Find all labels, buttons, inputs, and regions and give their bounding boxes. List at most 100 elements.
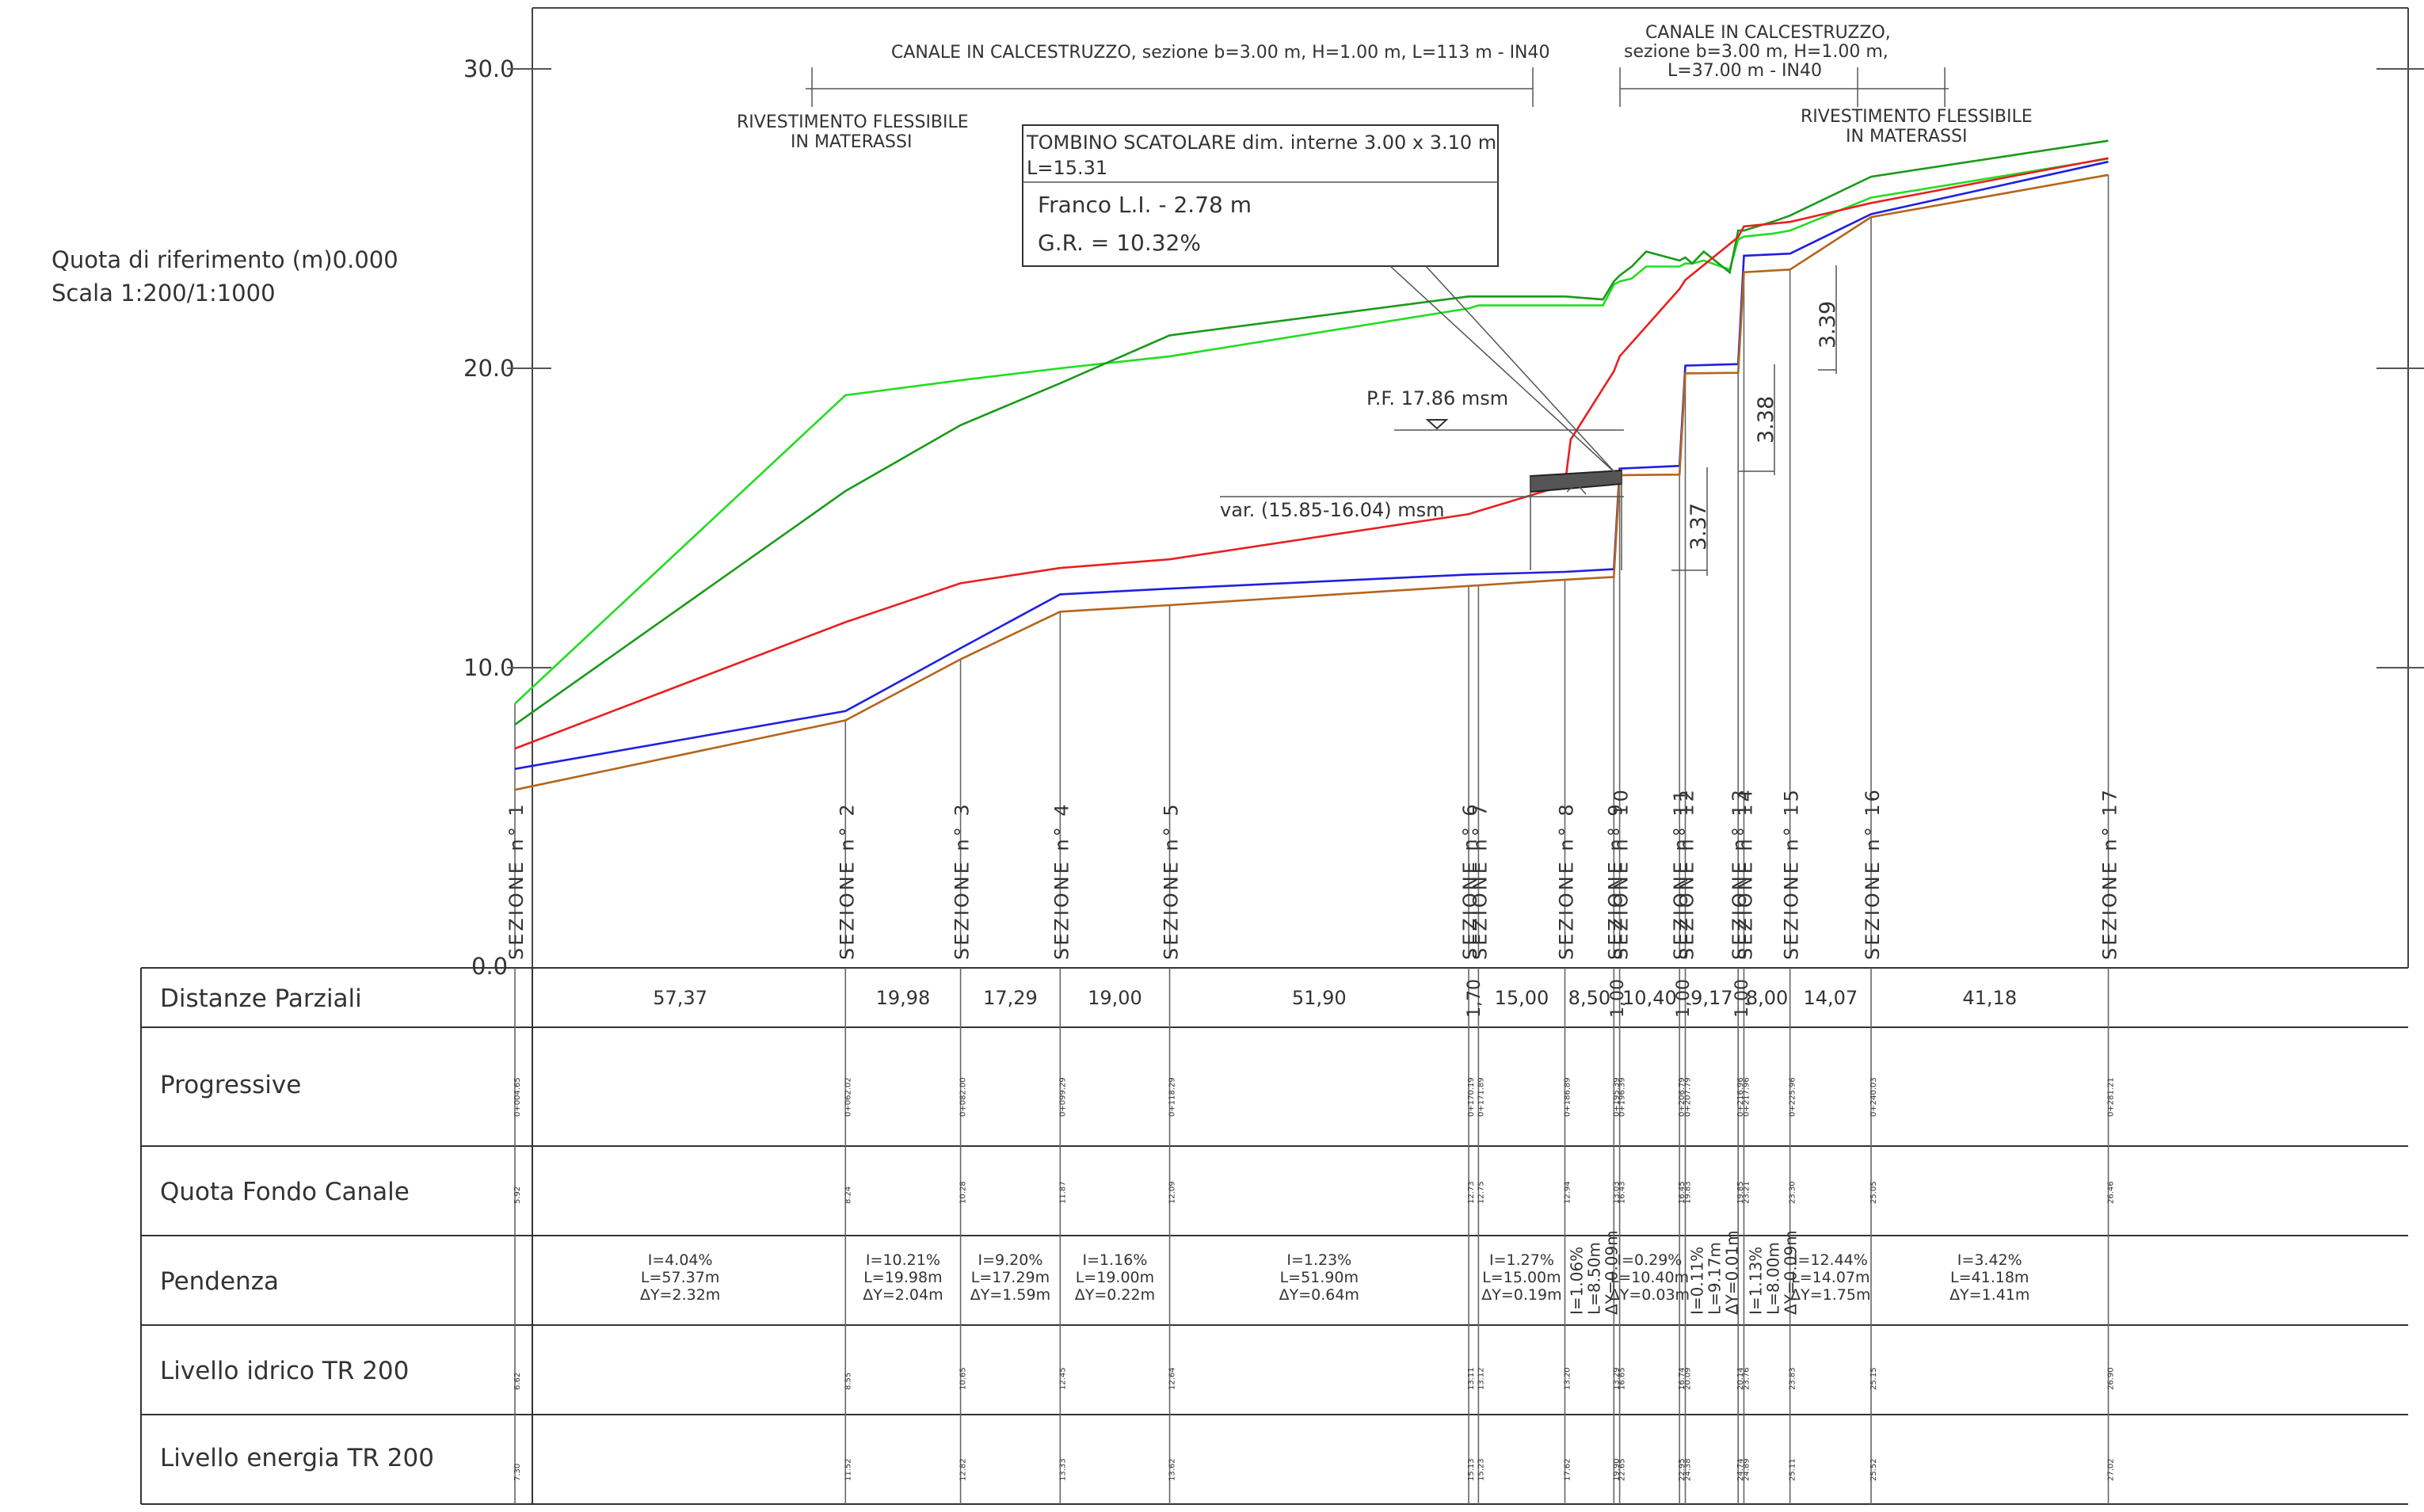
progressive-value: 0+207.79: [1683, 1077, 1692, 1117]
distance-value: 1,70: [1465, 979, 1485, 1018]
distance-value: 1,00: [1608, 979, 1628, 1018]
distance-value: 1,00: [1674, 979, 1694, 1018]
progressive-value: 0+082.00: [959, 1077, 968, 1117]
pendenza-value: L=41.18m: [1950, 1269, 2029, 1286]
series-bank_light-line: [514, 158, 2109, 705]
livello-idrico-value: 6.62: [513, 1373, 522, 1390]
distance-value: 9,17: [1690, 987, 1732, 1009]
pendenza-value: I=0.11%: [1687, 1247, 1706, 1315]
pendenza-value: L=17.29m: [971, 1269, 1050, 1286]
distance-value: 10,40: [1622, 987, 1677, 1009]
canal1-label: CANALE IN CALCESTRUZZO, sezione b=3.00 m…: [891, 43, 1550, 63]
row-label-progressive: Progressive: [160, 1071, 301, 1099]
quota-fondo-value: 23.30: [1789, 1181, 1797, 1204]
canal2-label: L=37.00 m - IN40: [1667, 61, 1822, 81]
pendenza-value: I=1.23%: [1286, 1251, 1351, 1269]
section-label: SEZIONE n° 11: [1670, 787, 1692, 960]
section-label: SEZIONE n° 16: [1862, 787, 1884, 960]
pendenza-value: I=1.27%: [1489, 1251, 1554, 1269]
livello-idrico-value: 13.11: [1467, 1367, 1476, 1390]
livello-energia-value: 13.33: [1058, 1458, 1067, 1481]
pendenza-value: L=8.50m: [1584, 1242, 1603, 1315]
pendenza-value: L=14.07m: [1791, 1269, 1869, 1286]
section-label: SEZIONE n° 7: [1469, 802, 1491, 960]
pendenza-value: ΔY=0.64m: [1279, 1286, 1359, 1304]
section-label: SEZIONE n° 2: [836, 802, 858, 960]
row-label-livello-energia: Livello energia TR 200: [160, 1444, 434, 1472]
tombino-callout: TOMBINO SCATOLARE dim. interne 3.00 x 3.…: [1022, 124, 1617, 474]
progressive-value: 0+240.03: [1869, 1077, 1878, 1117]
quota-fondo-value: 11.87: [1058, 1181, 1067, 1204]
scale-label: Scala 1:200/1:1000: [51, 280, 276, 307]
y-ticks: 30.0 20.0 10.0 0.0: [463, 55, 2424, 980]
section-lines: SEZIONE n° 1 SEZIONE n° 2 SEZIONE n° 3 SEZI…: [505, 174, 2121, 960]
livello-energia-value: 25.52: [1869, 1458, 1878, 1481]
quota-fondo-value: 8.24: [844, 1186, 852, 1204]
pendenza-value: ΔY=2.04m: [863, 1286, 943, 1304]
water-level-annotations: P.F. 17.86 msm var. (15.85-16.04) msm: [1220, 387, 1624, 521]
section-label: SEZIONE n° 15: [1781, 787, 1803, 960]
pendenza-value: I=1.16%: [1082, 1251, 1147, 1269]
livello-idrico-value: 20.14: [1736, 1367, 1745, 1390]
riv2-label: IN MATERASSI: [1846, 127, 1967, 147]
pendenza-value: ΔY=0.01m: [1722, 1230, 1741, 1315]
callout-title: TOMBINO SCATOLARE dim. interne 3.00 x 3.…: [1026, 131, 1496, 154]
section-label: SEZIONE n° 9: [1604, 802, 1626, 960]
pf-triangle: [1425, 419, 1449, 430]
quota-fondo-value: 16.45: [1678, 1181, 1687, 1204]
quota-fondo-value: 13.03: [1612, 1181, 1621, 1204]
progressive-value: 0+171.89: [1477, 1077, 1485, 1117]
livello-energia-value: 7.30: [513, 1464, 522, 1481]
canal2-label: sezione b=3.00 m, H=1.00 m,: [1624, 42, 1889, 62]
livello-idrico-value: 20.09: [1683, 1367, 1692, 1390]
progressive-value: 0+170.19: [1467, 1077, 1476, 1117]
y-tick-label: 20.0: [463, 355, 515, 382]
livello-idrico-value: 13.12: [1477, 1367, 1485, 1390]
quota-fondo-value: 19.85: [1736, 1181, 1745, 1204]
series-group: [514, 139, 2109, 791]
distance-value: 19,00: [1088, 987, 1142, 1009]
riv1-label: IN MATERASSI: [791, 132, 912, 152]
distance-value: 19,98: [876, 987, 931, 1009]
y-tick-label: 0.0: [471, 953, 508, 980]
top-annotations: CANALE IN CALCESTRUZZO, sezione b=3.00 m…: [737, 23, 2033, 152]
livello-energia-value: 25.11: [1789, 1458, 1797, 1481]
pendenza-value: I=4.04%: [648, 1251, 713, 1269]
culvert-slab: [1530, 469, 1622, 493]
callout-franco: Franco L.I. - 2.78 m: [1038, 192, 1252, 218]
livello-energia-value: 17.62: [1563, 1458, 1572, 1481]
row-label-quota-fondo: Quota Fondo Canale: [160, 1178, 410, 1206]
riv1-label: RIVESTIMENTO FLESSIBILE: [737, 112, 969, 132]
section-label: SEZIONE n° 13: [1728, 787, 1751, 960]
progressive-value: 0+062.02: [844, 1077, 852, 1117]
distance-value: 8,50: [1568, 987, 1610, 1009]
livello-idrico-value: 25.15: [1869, 1367, 1878, 1390]
pendenza-value: L=15.00m: [1482, 1269, 1561, 1286]
livello-idrico-value: 23.83: [1789, 1367, 1797, 1390]
drop2-label: 3.38: [1754, 396, 1778, 444]
progressive-value: 0+196.39: [1618, 1077, 1627, 1117]
distance-value: 57,37: [653, 987, 707, 1009]
var-label: var. (15.85-16.04) msm: [1220, 499, 1445, 521]
pendenza-value: L=10.40m: [1610, 1269, 1689, 1286]
pf-label: P.F. 17.86 msm: [1366, 387, 1508, 409]
section-label: SEZIONE n° 3: [951, 802, 974, 960]
livello-energia-value: 22.95: [1678, 1458, 1687, 1481]
quota-fondo-value: 25.05: [1869, 1181, 1878, 1204]
quota-fondo-value: 12.73: [1467, 1181, 1476, 1204]
pendenza-value: I=1.06%: [1567, 1247, 1586, 1315]
distance-value: 1,00: [1732, 979, 1752, 1018]
table-cells: 57,37 19,98 17,29 19,00 51,90 1,70 15,00 8,501,…: [513, 968, 2116, 1504]
distance-value: 51,90: [1292, 987, 1347, 1009]
progressive-value: 0+004.65: [513, 1077, 522, 1117]
quota-fondo-value: 26.46: [2107, 1181, 2116, 1204]
section-label: SEZIONE n° 8: [1555, 802, 1577, 960]
livello-idrico-value: 26.90: [2107, 1367, 2116, 1390]
livello-idrico-value: 13.29: [1612, 1367, 1621, 1390]
pendenza-value: L=8.00m: [1763, 1242, 1782, 1315]
pendenza-value: I=3.42%: [1957, 1251, 2022, 1269]
pendenza-value: ΔY=1.75m: [1790, 1286, 1870, 1304]
livello-energia-value: 15.23: [1477, 1458, 1485, 1481]
pendenza-value: I=9.20%: [978, 1251, 1043, 1269]
